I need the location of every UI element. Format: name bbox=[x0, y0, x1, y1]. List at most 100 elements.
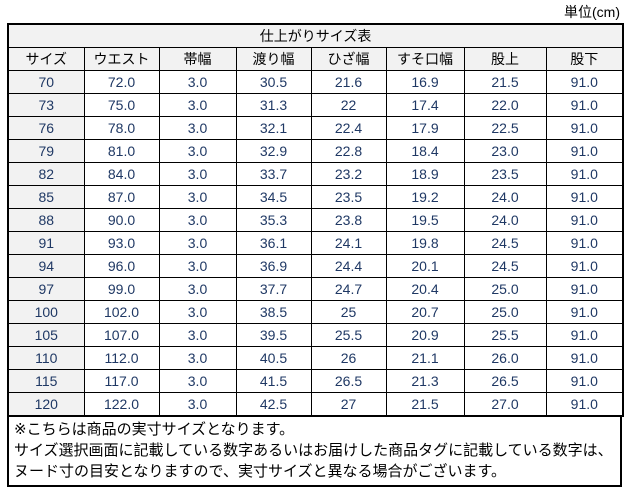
value-cell: 41.5 bbox=[235, 369, 312, 393]
notes-box: ※こちらは商品の実寸サイズとなります。サイズ選択画面に記載している数字あるいはお… bbox=[7, 415, 622, 487]
value-cell: 91.0 bbox=[545, 392, 624, 417]
value-cell: 122.0 bbox=[83, 392, 160, 417]
value-cell: 24.5 bbox=[463, 254, 547, 278]
value-cell: 19.2 bbox=[385, 185, 465, 209]
table-header-row: サイズ ウエスト 帯幅 渡り幅 ひざ幅 すそ口幅 股上 股下 bbox=[7, 47, 624, 71]
value-cell: 91.0 bbox=[545, 139, 624, 163]
value-cell: 26.5 bbox=[310, 369, 387, 393]
table-row: 88 90.0 3.0 35.3 23.8 19.5 24.0 91.0 bbox=[7, 208, 624, 232]
value-cell: 17.9 bbox=[385, 116, 465, 140]
value-cell: 24.5 bbox=[463, 231, 547, 255]
value-cell: 3.0 bbox=[158, 231, 237, 255]
value-cell: 30.5 bbox=[235, 70, 312, 94]
value-cell: 112.0 bbox=[83, 346, 160, 370]
table-row: 85 87.0 3.0 34.5 23.5 19.2 24.0 91.0 bbox=[7, 185, 624, 209]
value-cell: 93.0 bbox=[83, 231, 160, 255]
table-row: 110 112.0 3.0 40.5 26 21.1 26.0 91.0 bbox=[7, 346, 624, 370]
value-cell: 22 bbox=[310, 93, 387, 117]
value-cell: 23.8 bbox=[310, 208, 387, 232]
column-header: サイズ bbox=[7, 47, 85, 71]
value-cell: 16.9 bbox=[385, 70, 465, 94]
value-cell: 24.0 bbox=[463, 185, 547, 209]
value-cell: 38.5 bbox=[235, 300, 312, 324]
value-cell: 3.0 bbox=[158, 116, 237, 140]
size-cell: 115 bbox=[7, 369, 85, 393]
value-cell: 91.0 bbox=[545, 323, 624, 347]
value-cell: 78.0 bbox=[83, 116, 160, 140]
value-cell: 26.5 bbox=[463, 369, 547, 393]
size-cell: 85 bbox=[7, 185, 85, 209]
value-cell: 24.7 bbox=[310, 277, 387, 301]
value-cell: 91.0 bbox=[545, 346, 624, 370]
value-cell: 25.5 bbox=[463, 323, 547, 347]
value-cell: 91.0 bbox=[545, 208, 624, 232]
value-cell: 22.5 bbox=[463, 116, 547, 140]
table-row: 76 78.0 3.0 32.1 22.4 17.9 22.5 91.0 bbox=[7, 116, 624, 140]
column-header: 帯幅 bbox=[158, 47, 237, 71]
value-cell: 91.0 bbox=[545, 116, 624, 140]
value-cell: 24.1 bbox=[310, 231, 387, 255]
value-cell: 21.3 bbox=[385, 369, 465, 393]
value-cell: 40.5 bbox=[235, 346, 312, 370]
value-cell: 91.0 bbox=[545, 254, 624, 278]
value-cell: 102.0 bbox=[83, 300, 160, 324]
size-cell: 88 bbox=[7, 208, 85, 232]
value-cell: 21.5 bbox=[463, 70, 547, 94]
value-cell: 91.0 bbox=[545, 70, 624, 94]
value-cell: 35.3 bbox=[235, 208, 312, 232]
value-cell: 21.5 bbox=[385, 392, 465, 417]
value-cell: 26.0 bbox=[463, 346, 547, 370]
value-cell: 19.8 bbox=[385, 231, 465, 255]
value-cell: 91.0 bbox=[545, 277, 624, 301]
value-cell: 31.3 bbox=[235, 93, 312, 117]
value-cell: 90.0 bbox=[83, 208, 160, 232]
value-cell: 42.5 bbox=[235, 392, 312, 417]
value-cell: 72.0 bbox=[83, 70, 160, 94]
table-row: 91 93.0 3.0 36.1 24.1 19.8 24.5 91.0 bbox=[7, 231, 624, 255]
table-row: 97 99.0 3.0 37.7 24.7 20.4 25.0 91.0 bbox=[7, 277, 624, 301]
table-row: 115 117.0 3.0 41.5 26.5 21.3 26.5 91.0 bbox=[7, 369, 624, 393]
value-cell: 37.7 bbox=[235, 277, 312, 301]
value-cell: 17.4 bbox=[385, 93, 465, 117]
value-cell: 26 bbox=[310, 346, 387, 370]
value-cell: 27.0 bbox=[463, 392, 547, 417]
value-cell: 3.0 bbox=[158, 369, 237, 393]
table-row: 73 75.0 3.0 31.3 22 17.4 22.0 91.0 bbox=[7, 93, 624, 117]
value-cell: 20.1 bbox=[385, 254, 465, 278]
value-cell: 32.1 bbox=[235, 116, 312, 140]
table-row: 82 84.0 3.0 33.7 23.2 18.9 23.5 91.0 bbox=[7, 162, 624, 186]
value-cell: 20.9 bbox=[385, 323, 465, 347]
size-table: 仕上がりサイズ表 サイズ ウエスト 帯幅 渡り幅 ひざ幅 すそ口幅 股上 股下 70 72.0 3… bbox=[7, 23, 625, 417]
value-cell: 91.0 bbox=[545, 185, 624, 209]
table-title: 仕上がりサイズ表 bbox=[7, 23, 624, 48]
column-header: 股上 bbox=[463, 47, 547, 71]
size-cell: 70 bbox=[7, 70, 85, 94]
value-cell: 75.0 bbox=[83, 93, 160, 117]
value-cell: 36.1 bbox=[235, 231, 312, 255]
note-line: サイズ選択画面に記載している数字あるいはお届けした商品タグに記載している数字は、 bbox=[14, 442, 613, 459]
value-cell: 23.2 bbox=[310, 162, 387, 186]
table-row: 79 81.0 3.0 32.9 22.8 18.4 23.0 91.0 bbox=[7, 139, 624, 163]
value-cell: 39.5 bbox=[235, 323, 312, 347]
value-cell: 91.0 bbox=[545, 162, 624, 186]
value-cell: 117.0 bbox=[83, 369, 160, 393]
column-header: ひざ幅 bbox=[310, 47, 387, 71]
value-cell: 21.1 bbox=[385, 346, 465, 370]
value-cell: 91.0 bbox=[545, 231, 624, 255]
table-row: 120 122.0 3.0 42.5 27 21.5 27.0 91.0 bbox=[7, 392, 624, 417]
size-cell: 82 bbox=[7, 162, 85, 186]
value-cell: 25.5 bbox=[310, 323, 387, 347]
value-cell: 32.9 bbox=[235, 139, 312, 163]
value-cell: 81.0 bbox=[83, 139, 160, 163]
value-cell: 24.0 bbox=[463, 208, 547, 232]
value-cell: 23.5 bbox=[463, 162, 547, 186]
size-cell: 94 bbox=[7, 254, 85, 278]
value-cell: 34.5 bbox=[235, 185, 312, 209]
note-line: ※こちらは商品の実寸サイズとなります。 bbox=[14, 421, 295, 438]
value-cell: 18.9 bbox=[385, 162, 465, 186]
size-cell: 105 bbox=[7, 323, 85, 347]
value-cell: 20.4 bbox=[385, 277, 465, 301]
column-header: 渡り幅 bbox=[235, 47, 312, 71]
value-cell: 33.7 bbox=[235, 162, 312, 186]
